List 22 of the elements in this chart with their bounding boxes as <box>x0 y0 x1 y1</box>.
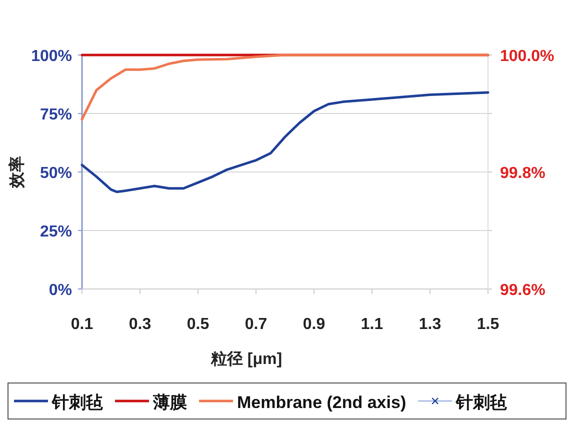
legend-label: 针刺毡 <box>455 393 508 412</box>
legend-label: 薄膜 <box>152 393 187 412</box>
y-tick-label: 0% <box>48 282 72 299</box>
y-tick-label: 25% <box>40 224 72 240</box>
legend-label: 针刺毡 <box>51 393 103 412</box>
x-tick-label: 0.9 <box>302 316 326 333</box>
legend-label: Membrane (2nd axis) <box>237 393 406 412</box>
x-axis-title: 粒径 [μm] <box>210 350 282 368</box>
x-tick-label: 0.7 <box>244 316 268 333</box>
x-tick-label: 0.1 <box>70 316 94 333</box>
x-tick-label: 0.3 <box>128 316 152 333</box>
x-tick-label: 1.5 <box>476 316 500 333</box>
y-tick-label: 50% <box>40 165 72 182</box>
y2-tick-label: 99.6% <box>500 282 546 299</box>
x-tick-label: 0.5 <box>186 316 210 333</box>
y-tick-label: 75% <box>40 106 72 124</box>
y2-tick-label: 99.8% <box>500 165 546 182</box>
x-tick-label: 1.1 <box>360 316 384 333</box>
y-tick-label: 100% <box>31 48 72 65</box>
x-tick-label: 1.3 <box>418 316 442 333</box>
y2-tick-label: 100.0% <box>500 48 554 65</box>
y-axis-title: 效率 <box>7 156 26 189</box>
